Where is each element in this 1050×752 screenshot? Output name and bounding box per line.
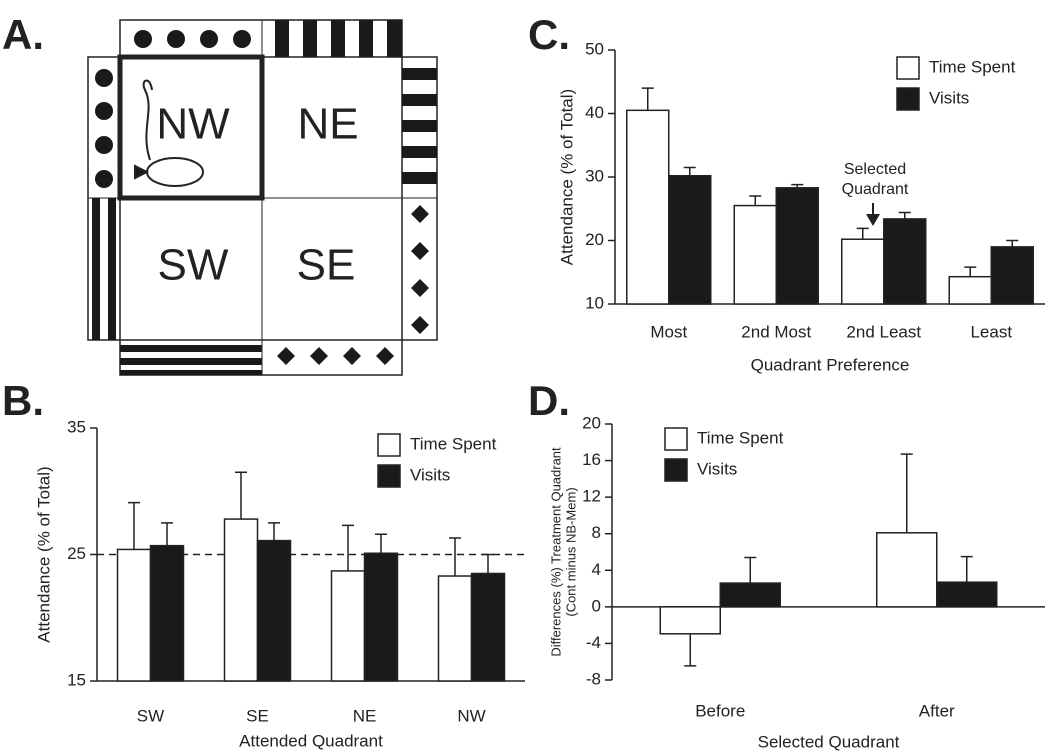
bar: [733, 204, 777, 305]
y-tick-label: 16: [582, 450, 601, 469]
bar: [883, 218, 927, 305]
annotation: Quadrant: [842, 181, 909, 198]
x-axis-label: Quadrant Preference: [751, 355, 910, 374]
error-bar: [375, 533, 387, 554]
x-tick-label: 2nd Most: [741, 322, 811, 341]
error-bar: [900, 453, 913, 533]
x-tick-label: NE: [353, 706, 377, 725]
error-bar: [791, 183, 804, 188]
bar: [719, 582, 781, 608]
bar: [876, 532, 938, 608]
y-tick-label: 15: [67, 670, 86, 689]
annotation-arrow: [866, 203, 880, 226]
bar: [626, 109, 670, 305]
legend-swatch: [664, 427, 688, 451]
x-tick-label: Before: [695, 701, 745, 720]
error-bar: [856, 227, 869, 240]
error-bar: [268, 522, 280, 541]
x-tick-label: Least: [970, 322, 1012, 341]
bar: [659, 606, 721, 635]
panel-label: C.: [528, 11, 570, 58]
bar: [256, 539, 292, 682]
error-bar: [749, 195, 762, 206]
y-tick-label: 50: [585, 39, 604, 58]
error-bar: [684, 633, 697, 667]
legend-label: Visits: [697, 459, 737, 478]
bar: [470, 572, 506, 682]
bar: [116, 548, 152, 682]
y-tick-label: 12: [582, 487, 601, 506]
y-tick-label: 20: [582, 413, 601, 432]
panel-label: A.: [2, 11, 44, 58]
y-tick-label: 10: [585, 293, 604, 312]
y-tick-label: 40: [585, 103, 604, 122]
bar: [223, 518, 259, 682]
bar: [363, 552, 399, 682]
y-tick-label: 0: [592, 596, 601, 615]
legend-label: Time Spent: [410, 434, 497, 453]
bar: [330, 570, 366, 682]
y-tick-label: -8: [586, 669, 601, 688]
y-tick-label: -4: [586, 633, 601, 652]
x-tick-label: Most: [650, 322, 687, 341]
y-axis-label: Attendance (% of Total): [557, 89, 576, 265]
y-axis-label: (Cont minus NB-Mem): [563, 487, 578, 616]
x-tick-label: After: [919, 701, 955, 720]
legend-swatch: [664, 458, 688, 482]
legend-label: Visits: [410, 465, 450, 484]
error-bar: [960, 555, 973, 583]
quadrant-label: SW: [158, 241, 229, 290]
legend-swatch: [896, 87, 920, 111]
error-bar: [449, 537, 461, 577]
error-bar: [683, 166, 696, 176]
panel-label: B.: [2, 377, 44, 424]
error-bar: [235, 471, 247, 520]
error-bar: [482, 553, 494, 574]
legend-swatch: [377, 464, 401, 488]
bar: [668, 174, 712, 305]
error-bar: [1006, 239, 1019, 247]
error-bar: [342, 524, 354, 571]
annotation: Selected: [844, 161, 906, 178]
bar: [936, 581, 998, 608]
panel-label: D.: [528, 377, 570, 424]
x-tick-label: SE: [246, 706, 269, 725]
error-bar: [641, 87, 654, 111]
bar: [437, 575, 473, 682]
quadrant-label: SE: [297, 241, 356, 290]
x-axis-label: Attended Quadrant: [239, 731, 383, 750]
maze-diagram: A. NW NE SW SE: [2, 11, 438, 376]
legend-swatch: [896, 56, 920, 80]
quadrant-label: NE: [297, 100, 358, 149]
y-axis-label: Differences (%) Treatment Quadrant: [548, 447, 563, 657]
quadrant-label: NW: [156, 100, 230, 149]
x-tick-label: 2nd Least: [846, 322, 921, 341]
y-tick-label: 30: [585, 166, 604, 185]
bar: [841, 238, 885, 305]
x-tick-label: NW: [457, 706, 485, 725]
error-bar: [898, 211, 911, 219]
legend-label: Time Spent: [697, 428, 784, 447]
x-axis-label: Selected Quadrant: [758, 732, 900, 751]
error-bar: [128, 501, 140, 550]
bar: [775, 187, 819, 305]
y-axis-label: Attendance (% of Total): [34, 466, 53, 642]
y-tick-label: 8: [592, 523, 601, 542]
bar: [149, 544, 185, 682]
y-tick-label: 25: [67, 544, 86, 563]
y-tick-label: 20: [585, 230, 604, 249]
error-bar: [744, 556, 757, 584]
x-tick-label: SW: [137, 706, 164, 725]
bar: [990, 246, 1034, 305]
y-tick-label: 35: [67, 417, 86, 436]
y-tick-label: 4: [592, 560, 601, 579]
legend-swatch: [377, 433, 401, 457]
bar: [948, 275, 992, 305]
legend-label: Visits: [929, 88, 969, 107]
error-bar: [964, 266, 977, 277]
error-bar: [161, 522, 173, 546]
legend-label: Time Spent: [929, 57, 1016, 76]
